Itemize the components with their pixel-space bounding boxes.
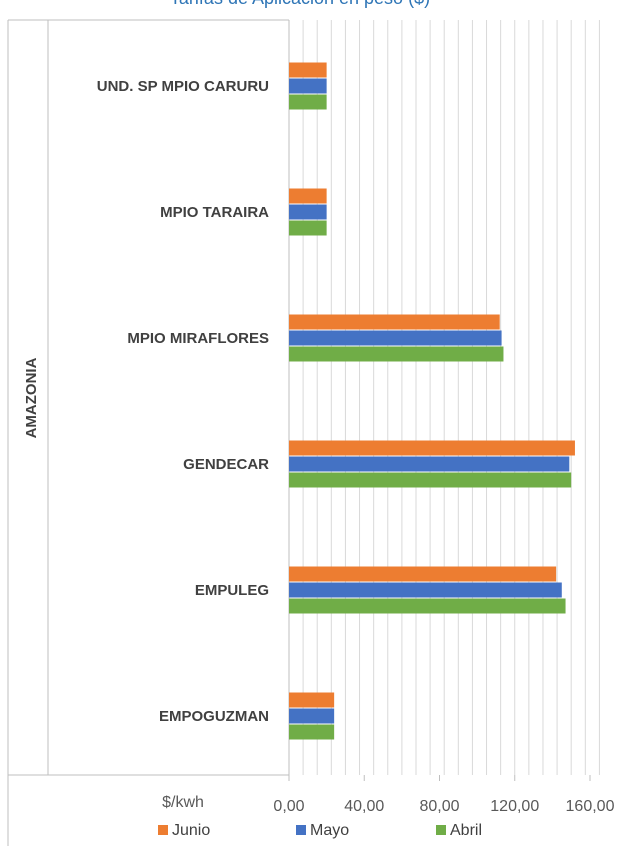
x-axis-label: $/kwh [162,794,204,811]
category-label: MPIO MIRAFLORES [127,330,269,347]
bar-abril [289,220,327,236]
x-tick-label: 40,00 [344,798,384,815]
bar-mayo [289,204,327,220]
category-label: GENDECAR [183,456,269,473]
bar-junio [289,692,335,708]
bar-mayo [289,456,570,472]
x-tick-label: 80,00 [419,798,459,815]
x-tick-label: 160,00 [566,798,615,815]
x-tick-label: 0,00 [273,798,304,815]
legend-swatch-junio [158,825,168,835]
bar-junio [289,440,575,456]
bar-mayo [289,582,562,598]
bar-mayo [289,708,335,724]
chart-legend: Junio Mayo Abril [158,822,482,839]
category-labels: UND. SP MPIO CARURU MPIO TARAIRA MPIO MIRA… [97,78,269,725]
bar-junio [289,314,500,330]
x-tick-label: 120,00 [490,798,539,815]
x-tick-labels: 0,00 40,00 80,00 120,00 160,00 [273,775,615,815]
legend-swatch-mayo [296,825,306,835]
bar-junio [289,62,327,78]
bar-mayo [289,78,327,94]
category-label: MPIO TARAIRA [160,204,269,221]
legend-label-mayo: Mayo [310,822,349,839]
bar-junio [289,188,327,204]
bar-mayo [289,330,502,346]
chart-bars [289,62,575,740]
bar-abril [289,598,566,614]
chart-grid [288,20,600,775]
bar-abril [289,724,335,740]
bar-abril [289,472,572,488]
bar-abril [289,94,327,110]
group-label: AMAZONIA [23,357,40,438]
legend-swatch-abril [436,825,446,835]
category-axis-frame [7,19,289,846]
category-label: EMPULEG [195,582,269,599]
legend-label-junio: Junio [172,822,210,839]
category-label: EMPOGUZMAN [159,708,269,725]
category-label: UND. SP MPIO CARURU [97,78,269,95]
bar-junio [289,566,557,582]
bar-abril [289,346,504,362]
chart-title: Tarifas de Aplicación en peso ($) [170,0,430,8]
legend-label-abril: Abril [450,822,482,839]
